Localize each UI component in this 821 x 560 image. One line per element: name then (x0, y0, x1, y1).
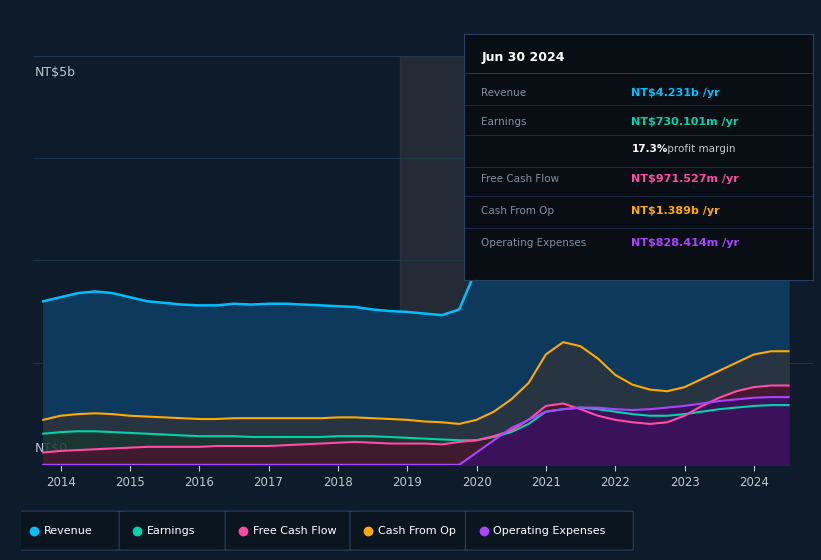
Text: NT$0: NT$0 (35, 442, 68, 455)
Text: Revenue: Revenue (481, 88, 526, 98)
Text: Cash From Op: Cash From Op (481, 206, 554, 216)
FancyBboxPatch shape (119, 511, 227, 550)
Text: Revenue: Revenue (44, 526, 93, 535)
Text: Operating Expenses: Operating Expenses (493, 526, 606, 535)
Text: NT$4.231b /yr: NT$4.231b /yr (631, 88, 720, 98)
Text: Free Cash Flow: Free Cash Flow (253, 526, 337, 535)
Text: profit margin: profit margin (664, 144, 736, 155)
FancyBboxPatch shape (350, 511, 468, 550)
Text: 17.3%: 17.3% (631, 144, 667, 155)
Text: Earnings: Earnings (481, 117, 527, 127)
Bar (401, 56, 470, 465)
Text: Cash From Op: Cash From Op (378, 526, 456, 535)
Text: NT$5b: NT$5b (35, 66, 76, 79)
FancyBboxPatch shape (466, 511, 633, 550)
Text: NT$971.527m /yr: NT$971.527m /yr (631, 174, 739, 184)
FancyBboxPatch shape (16, 511, 122, 550)
Text: NT$828.414m /yr: NT$828.414m /yr (631, 238, 740, 248)
Text: NT$1.389b /yr: NT$1.389b /yr (631, 206, 720, 216)
Text: Jun 30 2024: Jun 30 2024 (481, 51, 565, 64)
Text: Free Cash Flow: Free Cash Flow (481, 174, 559, 184)
FancyBboxPatch shape (225, 511, 352, 550)
Text: NT$730.101m /yr: NT$730.101m /yr (631, 117, 739, 127)
Text: Operating Expenses: Operating Expenses (481, 238, 586, 248)
Text: Earnings: Earnings (147, 526, 195, 535)
